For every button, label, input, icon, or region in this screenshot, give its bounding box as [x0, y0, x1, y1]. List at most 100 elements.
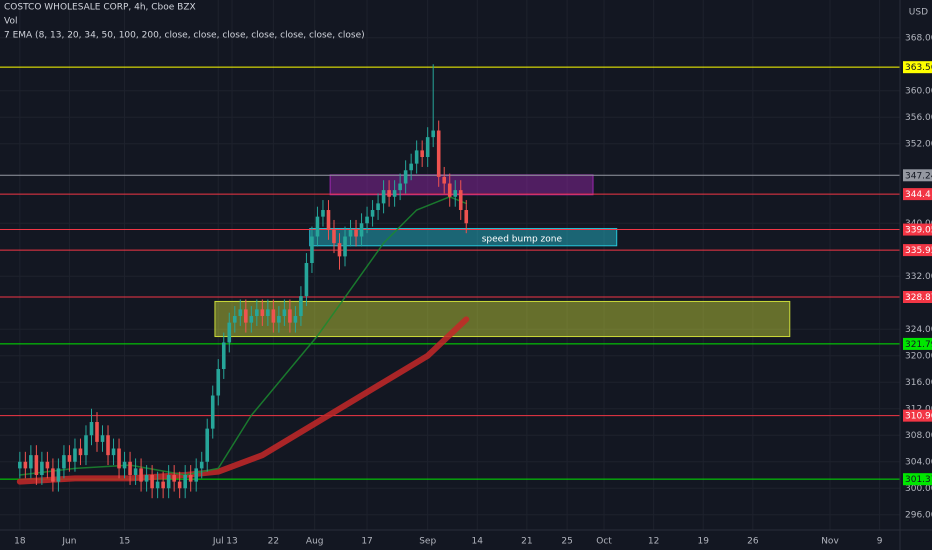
x-tick-label: Oct: [596, 537, 612, 547]
candle-body: [183, 475, 187, 489]
price-label-box: [903, 223, 932, 236]
candle-body: [150, 475, 154, 489]
candle-body: [359, 223, 364, 237]
price-label-box: [903, 169, 932, 182]
candle-body: [205, 428, 210, 462]
candle-body: [381, 190, 386, 204]
candle-body: [244, 309, 248, 323]
candle-body: [89, 422, 94, 436]
candle-body: [188, 475, 193, 482]
x-tick-label: 19: [698, 537, 710, 547]
candle-body: [117, 448, 121, 469]
price-label-box: [903, 409, 932, 422]
x-tick-label: Jul: [212, 537, 224, 547]
candle-body: [133, 468, 138, 476]
candle-body: [425, 137, 430, 158]
candle-body: [354, 229, 358, 237]
candle-body: [40, 461, 44, 476]
candle-body: [332, 229, 336, 244]
price-label-box: [903, 244, 932, 257]
candle-body: [199, 461, 204, 469]
price-label-box: [903, 188, 932, 201]
candle-body: [139, 468, 143, 482]
y-tick-label: 352.00: [905, 139, 932, 149]
candle-body: [45, 461, 50, 469]
x-tick-label: 26: [747, 537, 759, 547]
x-tick-label: Sep: [419, 537, 436, 547]
candle-body: [194, 468, 199, 482]
y-tick-label: 308.00: [905, 431, 932, 441]
candle-body: [310, 236, 314, 264]
candle-body: [436, 130, 441, 177]
candle-body: [62, 455, 66, 469]
candle-body: [95, 422, 99, 442]
candle-body: [420, 150, 424, 158]
candle-body: [403, 170, 408, 184]
candle-body: [260, 309, 265, 317]
y-tick-label: 304.00: [905, 457, 932, 467]
x-tick-label: Jun: [61, 537, 76, 547]
plot-area: speed bump zone: [0, 0, 900, 530]
y-tick-label: 324.00: [905, 325, 932, 335]
candle-body: [321, 210, 325, 217]
candle-body: [365, 216, 369, 224]
x-tick-label: Nov: [821, 537, 839, 547]
candle-body: [414, 150, 419, 164]
candle-body: [392, 190, 397, 197]
price-label: 344.4: [905, 190, 931, 200]
y-tick-label: 368.00: [905, 33, 932, 43]
candle-body: [271, 309, 276, 323]
price-label: 321.79: [905, 340, 932, 350]
candle-body: [29, 455, 33, 469]
candle-body: [277, 316, 281, 323]
price-label: 328.87: [905, 293, 932, 303]
candle-body: [343, 236, 347, 257]
candle-body: [232, 316, 237, 323]
candle-body: [453, 190, 458, 197]
zone-label: speed bump zone: [482, 235, 563, 245]
y-tick-label: 360.00: [905, 86, 932, 96]
price-label: 301.37: [905, 475, 932, 485]
candle-body: [78, 448, 83, 456]
candle-body: [431, 130, 435, 138]
ema-line: [16, 316, 470, 485]
candle-body: [227, 322, 232, 343]
candle-body: [288, 309, 292, 323]
x-tick-label: 9: [877, 537, 883, 547]
candle-body: [106, 435, 110, 456]
candle-body: [84, 435, 88, 456]
candle-body: [348, 229, 353, 237]
candle-body: [315, 216, 320, 237]
price-label: 339.05: [905, 226, 932, 236]
price-label: 310.96: [905, 412, 932, 422]
x-tick-label: 13: [226, 537, 237, 547]
candle-body: [161, 481, 165, 489]
price-label-box: [903, 61, 932, 74]
candle-body: [238, 309, 243, 317]
x-tick-label: 18: [14, 537, 26, 547]
candle-body: [370, 210, 375, 217]
price-label: 347.24: [905, 171, 932, 181]
x-tick-label: 22: [268, 537, 279, 547]
x-tick-label: 14: [472, 537, 484, 547]
y-tick-label: 316.00: [905, 378, 932, 388]
candle-body: [172, 475, 176, 482]
candle-body: [387, 190, 391, 197]
y-tick-label: 332.00: [905, 272, 932, 282]
candle-body: [255, 309, 259, 317]
zone: [309, 228, 618, 247]
candle-body: [409, 163, 413, 171]
candle-body: [122, 461, 127, 469]
x-tick-label: 21: [521, 537, 532, 547]
candle-body: [249, 316, 254, 323]
candle-body: [51, 468, 55, 482]
y-tick-label: 312.00: [905, 404, 932, 414]
candle-body: [447, 183, 452, 197]
candle-body: [144, 475, 149, 482]
price-label: 335.95: [905, 246, 932, 256]
price-label: 363.56: [905, 63, 932, 73]
x-tick-label: 25: [561, 537, 572, 547]
candle-body: [216, 369, 221, 396]
